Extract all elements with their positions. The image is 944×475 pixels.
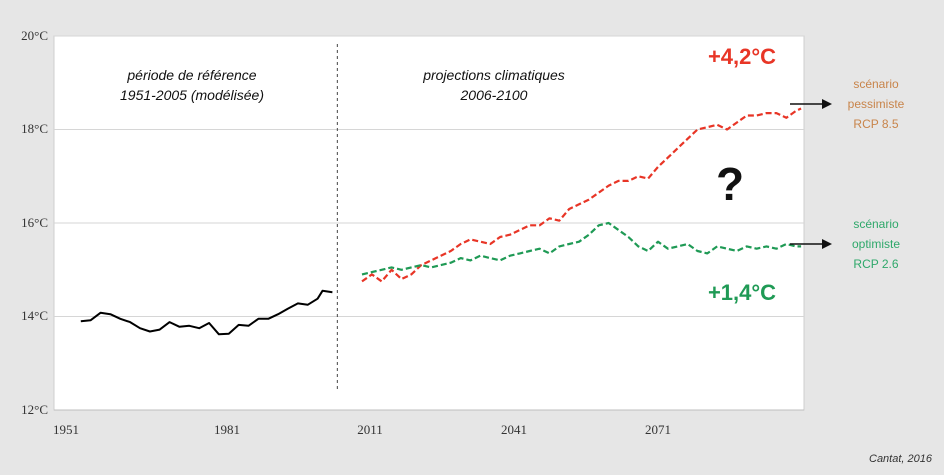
rcp85-delta-label: +4,2°C bbox=[708, 44, 776, 69]
arrow-pessimist-icon bbox=[790, 99, 832, 109]
x-tick-label: 2071 bbox=[645, 422, 671, 437]
reference-period-years: 1951-2005 (modélisée) bbox=[120, 87, 264, 103]
x-tick-label: 1981 bbox=[214, 422, 240, 437]
x-axis: 1951 1981 2011 2041 2071 bbox=[53, 422, 671, 437]
question-mark: ? bbox=[716, 158, 744, 210]
projection-period-label: projections climatiques bbox=[422, 67, 565, 83]
x-tick-label: 1951 bbox=[53, 422, 79, 437]
arrow-optimist-icon bbox=[790, 239, 832, 249]
rcp26-series-line bbox=[361, 221, 802, 276]
credit-label: Cantat, 2016 bbox=[869, 453, 933, 465]
optimist-scenario-name: optimiste bbox=[852, 237, 900, 251]
y-tick-label: 16°C bbox=[21, 215, 48, 230]
x-tick-label: 2011 bbox=[357, 422, 383, 437]
grid bbox=[54, 35, 804, 411]
series-layer bbox=[80, 107, 802, 336]
pessimist-scenario-rcp: RCP 8.5 bbox=[853, 117, 898, 131]
pessimist-scenario-name: pessimiste bbox=[848, 97, 905, 111]
y-tick-label: 12°C bbox=[21, 402, 48, 417]
y-axis: 12°C 14°C 16°C 18°C 20°C bbox=[21, 28, 48, 417]
y-tick-label: 18°C bbox=[21, 121, 48, 136]
projection-period-years: 2006-2100 bbox=[460, 87, 528, 103]
pessimist-scenario-label: scénario bbox=[853, 77, 899, 91]
rcp85-series-line bbox=[361, 107, 802, 283]
historical-series-line bbox=[80, 289, 333, 336]
optimist-scenario-label: scénario bbox=[853, 217, 899, 231]
rcp26-delta-label: +1,4°C bbox=[708, 280, 776, 305]
y-tick-label: 14°C bbox=[21, 308, 48, 323]
y-tick-label: 20°C bbox=[21, 28, 48, 43]
reference-period-label: période de référence bbox=[126, 67, 256, 83]
optimist-scenario-rcp: RCP 2.6 bbox=[853, 257, 898, 271]
x-tick-label: 2041 bbox=[501, 422, 527, 437]
